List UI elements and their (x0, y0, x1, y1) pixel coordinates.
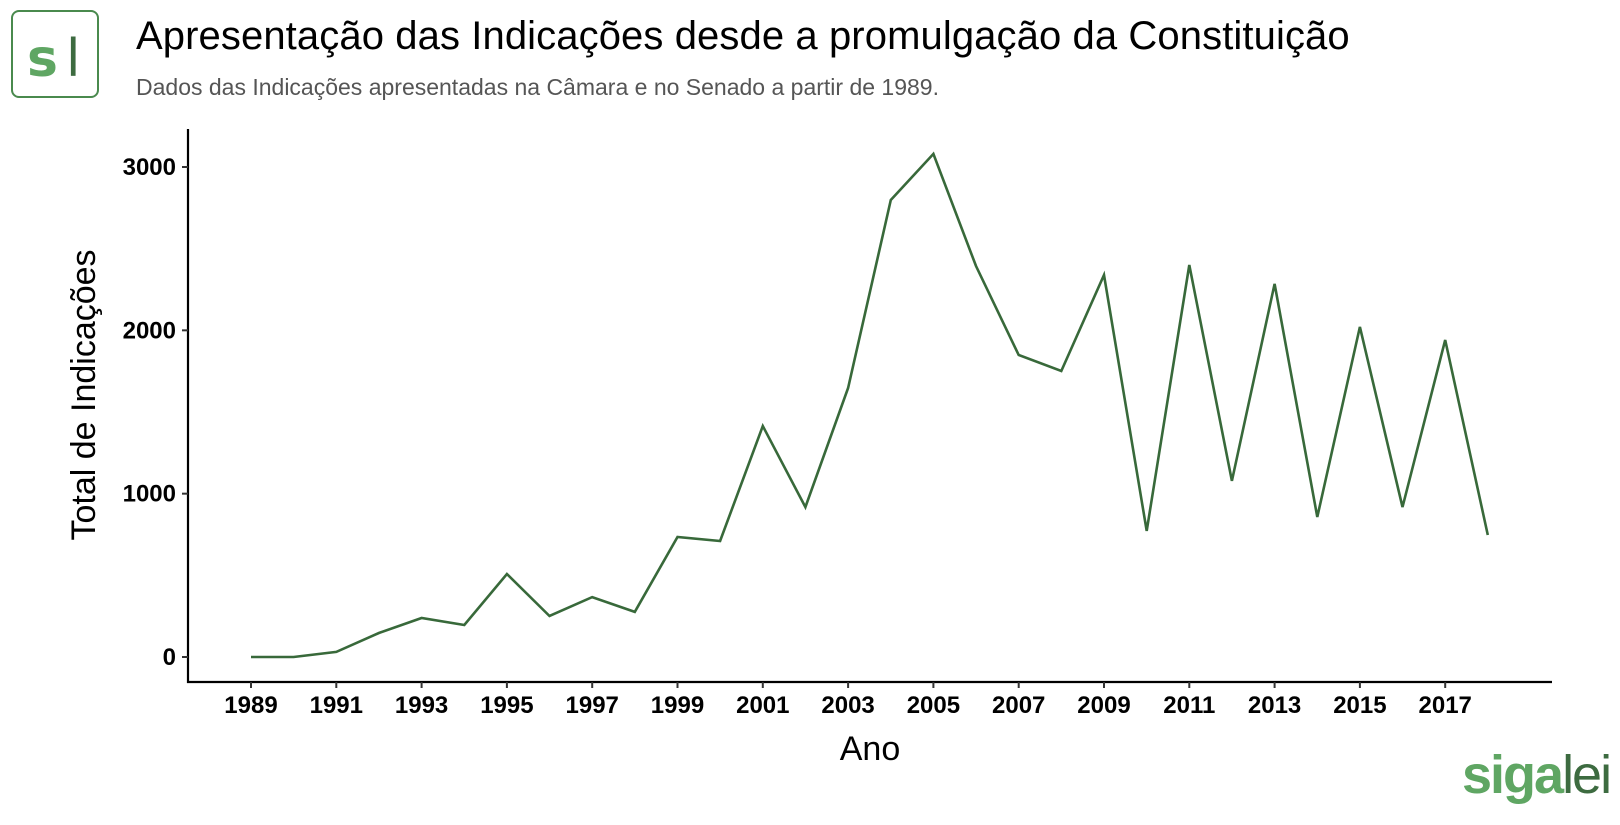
x-tick-label: 2013 (1248, 692, 1301, 719)
x-tick-label: 2005 (907, 692, 960, 719)
x-tick-label: 2001 (736, 692, 789, 719)
brand-part-lei: lei (1562, 745, 1612, 805)
x-tick-label: 2009 (1077, 692, 1130, 719)
y-tick-label: 1000 (123, 481, 176, 508)
brand-part-siga: siga (1462, 745, 1564, 805)
sigalei-logo: s l (11, 10, 99, 98)
logo-icon: s l (27, 29, 80, 89)
x-tick-label: 2003 (821, 692, 874, 719)
x-tick-label: 1993 (395, 692, 448, 719)
sigalei-brand-logo: sigalei (1462, 745, 1612, 805)
svg-text:l: l (66, 29, 80, 89)
x-tick-label: 2017 (1419, 692, 1472, 719)
x-tick-label: 2011 (1163, 692, 1215, 719)
y-tick-label: 2000 (123, 317, 176, 344)
ticks: 0 1000 2000 3000 1989 1991 1993 1995 1997 1999 200… (123, 154, 1472, 719)
x-tick-label: 1991 (310, 692, 363, 719)
y-tick-label: 3000 (123, 154, 176, 181)
series-line (251, 151, 1490, 659)
y-axis-label: Total de Indicações (65, 249, 103, 540)
x-tick-label: 1997 (566, 692, 619, 719)
y-tick-label: 0 (163, 644, 176, 671)
x-tick-label: 2007 (992, 692, 1045, 719)
svg-text:Total de Indicações: Total de Indicações (65, 249, 103, 540)
x-tick-label: 1999 (651, 692, 704, 719)
svg-text:s: s (27, 29, 58, 89)
axes (186, 129, 1552, 684)
chart-subtitle: Dados das Indicações apresentadas na Câm… (136, 74, 939, 100)
x-tick-label: 2015 (1333, 692, 1386, 719)
x-tick-label: 1995 (480, 692, 533, 719)
x-tick-label: 1989 (224, 692, 277, 719)
x-axis-label: Ano (840, 730, 901, 768)
chart-title: Apresentação das Indicações desde a prom… (136, 14, 1350, 58)
